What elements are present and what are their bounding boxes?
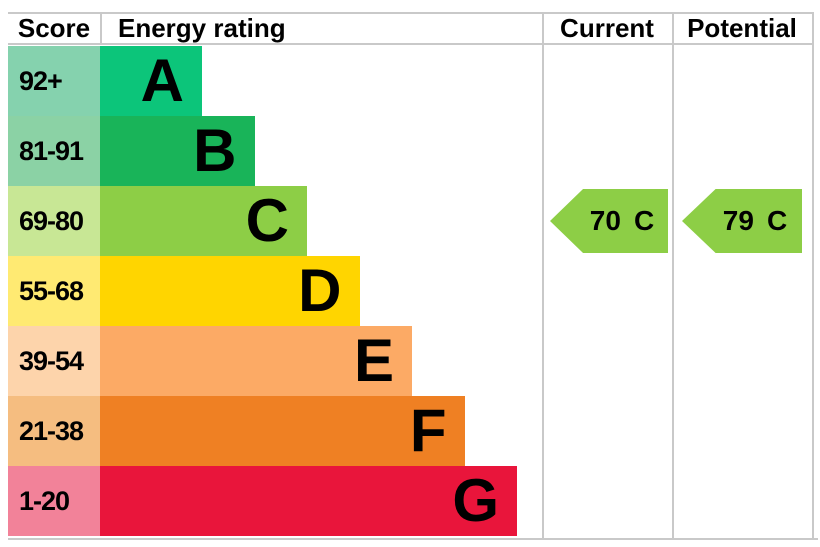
band-grade-letter: C [245, 187, 289, 254]
band-grade-letter: B [193, 117, 237, 184]
band-score-range: 92+ [19, 65, 63, 96]
band-bar: C [100, 186, 307, 256]
band-grade-letter: D [298, 257, 342, 324]
band-bar: B [100, 116, 255, 186]
band-score-range: 81-91 [19, 135, 84, 166]
current-rating-arrow: 70 C [550, 189, 668, 253]
table-border-current-left [542, 12, 544, 540]
band-score-cell: 92+ [8, 46, 100, 116]
current-rating-value: 70 [589, 205, 621, 236]
potential-rating-value: 79 [722, 205, 754, 236]
band-score-range: 55-68 [19, 275, 84, 306]
current-rating-grade: C [633, 205, 655, 236]
band-grade-letter: E [353, 327, 394, 394]
band-score-cell: 55-68 [8, 256, 100, 326]
band-score-range: 69-80 [19, 205, 84, 236]
band-bar: D [100, 256, 360, 326]
header-potential-label: Potential [687, 12, 797, 43]
band-score-cell: 1-20 [8, 466, 100, 536]
band-bar: F [100, 396, 465, 466]
band-bar: E [100, 326, 412, 396]
table-border-header-bottom [8, 43, 814, 45]
potential-rating-arrow: 79 C [682, 189, 802, 253]
band-score-range: 1-20 [19, 485, 70, 516]
band-score-cell: 69-80 [8, 186, 100, 256]
band-score-cell: 81-91 [8, 116, 100, 186]
band-grade-letter: F [409, 397, 447, 464]
band-score-cell: 39-54 [8, 326, 100, 396]
band-score-range: 39-54 [19, 345, 84, 376]
header-current-label: Current [560, 12, 654, 43]
table-border-right [812, 12, 814, 540]
table-border-potential-left [672, 12, 674, 540]
table-border-bottom [8, 538, 818, 540]
header-energy-rating-label: Energy rating [118, 12, 286, 43]
header-score-label: Score [17, 12, 91, 43]
band-bar: A [100, 46, 202, 116]
band-bar: G [100, 466, 517, 536]
band-grade-letter: A [140, 47, 184, 114]
table-border-score-divider [100, 12, 102, 45]
band-grade-letter: G [452, 467, 499, 534]
band-score-range: 21-38 [19, 415, 84, 446]
band-score-cell: 21-38 [8, 396, 100, 466]
potential-rating-grade: C [766, 205, 788, 236]
table-border-top [8, 12, 814, 14]
